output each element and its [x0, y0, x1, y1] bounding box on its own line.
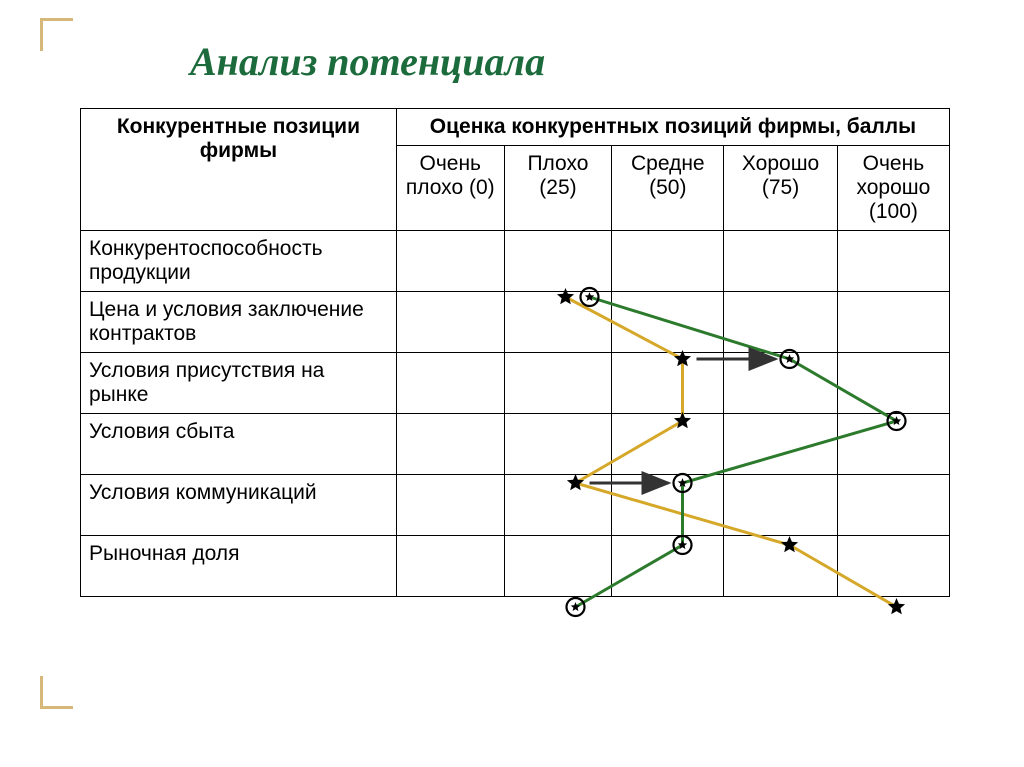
score-cell — [504, 231, 612, 292]
row-label: Условия коммуникаций — [81, 475, 397, 536]
score-cell — [612, 475, 724, 536]
score-cell — [612, 353, 724, 414]
score-cell — [504, 353, 612, 414]
row-label: Цена и условия заключение контрактов — [81, 292, 397, 353]
circle-marker-ring — [567, 598, 585, 616]
table-row: Конкурентоспособность продукции — [81, 231, 950, 292]
score-cell — [724, 353, 837, 414]
header-level-1: Плохо (25) — [504, 146, 612, 231]
score-cell — [837, 475, 949, 536]
row-label: Конкурентоспособность продукции — [81, 231, 397, 292]
score-cell — [504, 536, 612, 597]
score-cell — [837, 292, 949, 353]
score-cell — [837, 536, 949, 597]
header-level-0: Очень плохо (0) — [396, 146, 504, 231]
score-cell — [612, 536, 724, 597]
header-level-3: Хорошо (75) — [724, 146, 837, 231]
header-level-4: Очень хорошо (100) — [837, 146, 949, 231]
frame-corner-tl — [40, 18, 73, 51]
score-cell — [724, 536, 837, 597]
table-container: Конкурентные позиции фирмы Оценка конкур… — [80, 108, 950, 597]
score-cell — [724, 231, 837, 292]
score-cell — [396, 414, 504, 475]
score-cell — [837, 353, 949, 414]
score-cell — [724, 414, 837, 475]
analysis-table: Конкурентные позиции фирмы Оценка конкур… — [80, 108, 950, 597]
score-cell — [504, 414, 612, 475]
score-cell — [724, 292, 837, 353]
score-cell — [837, 231, 949, 292]
row-label: Рыночная доля — [81, 536, 397, 597]
table-row: Рыночная доля — [81, 536, 950, 597]
header-positions: Конкурентные позиции фирмы — [81, 109, 397, 231]
score-cell — [504, 292, 612, 353]
score-cell — [396, 292, 504, 353]
score-cell — [612, 292, 724, 353]
frame-corner-bl — [40, 676, 73, 709]
header-scores: Оценка конкурентных позиций фирмы, баллы — [396, 109, 949, 146]
score-cell — [612, 414, 724, 475]
score-cell — [724, 475, 837, 536]
score-cell — [837, 414, 949, 475]
circle-marker-star — [571, 602, 580, 611]
row-label: Условия сбыта — [81, 414, 397, 475]
score-cell — [612, 231, 724, 292]
table-row: Условия коммуникаций — [81, 475, 950, 536]
table-row: Условия присутствия на рынке — [81, 353, 950, 414]
page-title: Анализ потенциала — [190, 38, 545, 85]
score-cell — [396, 231, 504, 292]
table-row: Условия сбыта — [81, 414, 950, 475]
score-cell — [396, 475, 504, 536]
table-row: Цена и условия заключение контрактов — [81, 292, 950, 353]
row-label: Условия присутствия на рынке — [81, 353, 397, 414]
star-icon — [888, 598, 905, 614]
score-cell — [396, 536, 504, 597]
score-cell — [504, 475, 612, 536]
score-cell — [396, 353, 504, 414]
header-level-2: Средне (50) — [612, 146, 724, 231]
